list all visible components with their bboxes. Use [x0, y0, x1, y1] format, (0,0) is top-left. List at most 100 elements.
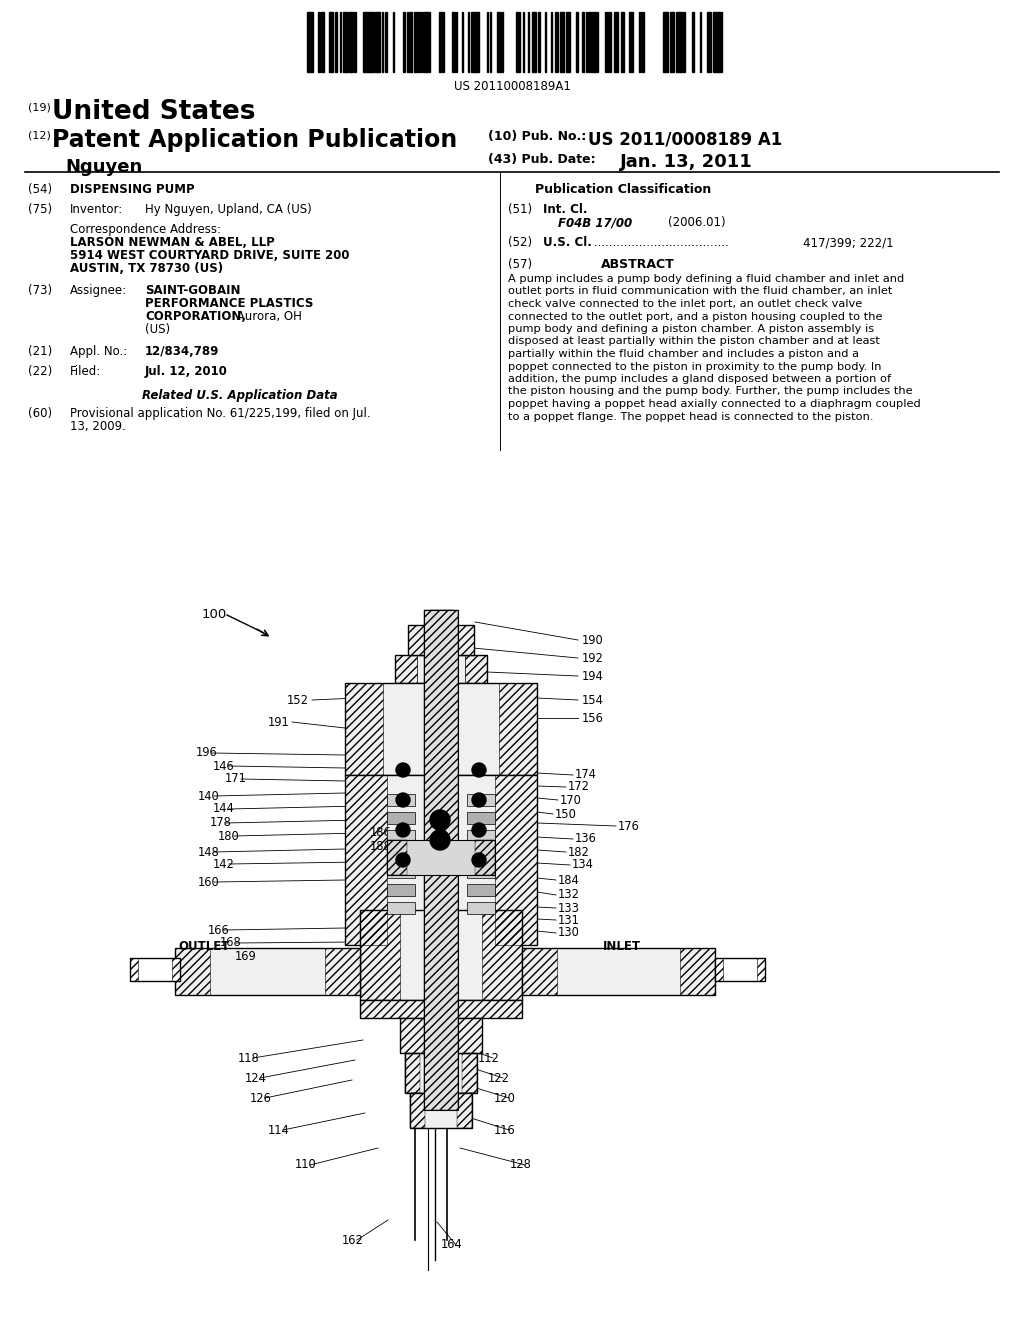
- Text: 116: 116: [494, 1123, 516, 1137]
- Text: poppet connected to the piston in proximity to the pump body. In: poppet connected to the piston in proxim…: [508, 362, 882, 371]
- Text: Related U.S. Application Data: Related U.S. Application Data: [142, 389, 338, 403]
- Text: Int. Cl.: Int. Cl.: [543, 203, 588, 216]
- Text: addition, the pump includes a gland disposed between a portion of: addition, the pump includes a gland disp…: [508, 374, 891, 384]
- Text: 184: 184: [558, 874, 580, 887]
- Circle shape: [430, 830, 450, 850]
- Bar: [360, 1001, 522, 1018]
- Bar: [307, 12, 309, 73]
- Circle shape: [472, 822, 486, 837]
- Text: 146: 146: [213, 759, 234, 772]
- Bar: [676, 12, 680, 73]
- Bar: [452, 12, 455, 73]
- Text: US 20110008189A1: US 20110008189A1: [454, 81, 570, 92]
- Bar: [385, 12, 387, 73]
- Text: (52): (52): [508, 236, 532, 249]
- Text: 110: 110: [295, 1159, 316, 1172]
- Text: F04B 17/00: F04B 17/00: [558, 216, 632, 228]
- Text: 169: 169: [234, 949, 257, 962]
- Bar: [130, 958, 138, 981]
- Text: 136: 136: [575, 833, 597, 846]
- Bar: [387, 840, 407, 875]
- Circle shape: [396, 822, 410, 837]
- Text: 154: 154: [582, 693, 604, 706]
- Text: partially within the fluid chamber and includes a piston and a: partially within the fluid chamber and i…: [508, 348, 859, 359]
- Text: 144: 144: [213, 803, 234, 816]
- Text: 131: 131: [558, 913, 580, 927]
- Bar: [349, 12, 351, 73]
- Bar: [370, 12, 374, 73]
- Text: U.S. Cl.: U.S. Cl.: [543, 236, 592, 249]
- Bar: [516, 12, 520, 73]
- Bar: [575, 12, 578, 73]
- Text: Appl. No.:: Appl. No.:: [70, 345, 127, 358]
- Text: poppet having a poppet head axially connected to a diaphragm coupled: poppet having a poppet head axially conn…: [508, 399, 921, 409]
- Bar: [375, 12, 377, 73]
- Bar: [462, 1053, 477, 1093]
- Text: OUTLET: OUTLET: [178, 940, 229, 953]
- Text: 130: 130: [558, 927, 580, 940]
- Text: Aurora, OH: Aurora, OH: [233, 310, 302, 323]
- Text: (73): (73): [28, 284, 52, 297]
- Bar: [534, 12, 536, 73]
- Bar: [605, 12, 607, 73]
- Text: US 2011/0008189 A1: US 2011/0008189 A1: [588, 129, 782, 148]
- Text: 192: 192: [582, 652, 604, 664]
- Bar: [360, 909, 400, 1001]
- Text: 140: 140: [198, 789, 220, 803]
- Text: to a poppet flange. The poppet head is connected to the piston.: to a poppet flange. The poppet head is c…: [508, 412, 873, 421]
- Bar: [325, 948, 360, 995]
- Text: 172: 172: [568, 780, 590, 793]
- Bar: [719, 12, 722, 73]
- Text: Publication Classification: Publication Classification: [535, 183, 711, 195]
- Text: 128: 128: [510, 1159, 531, 1172]
- Bar: [457, 1093, 472, 1129]
- Polygon shape: [387, 830, 415, 842]
- Text: 152: 152: [287, 693, 309, 706]
- Text: check valve connected to the inlet port, an outlet check valve: check valve connected to the inlet port,…: [508, 300, 862, 309]
- Bar: [175, 948, 360, 995]
- Bar: [130, 958, 180, 981]
- Polygon shape: [387, 902, 415, 913]
- Text: 196: 196: [196, 747, 218, 759]
- Bar: [345, 775, 537, 945]
- Text: the piston housing and the pump body. Further, the pump includes the: the piston housing and the pump body. Fu…: [508, 387, 912, 396]
- Bar: [499, 682, 537, 775]
- Polygon shape: [387, 795, 415, 807]
- Text: A pump includes a pump body defining a fluid chamber and inlet and: A pump includes a pump body defining a f…: [508, 275, 904, 284]
- Text: pump body and defining a piston chamber. A piston assembly is: pump body and defining a piston chamber.…: [508, 323, 874, 334]
- Bar: [465, 655, 487, 682]
- Bar: [419, 12, 421, 73]
- Bar: [377, 12, 380, 73]
- Bar: [482, 909, 522, 1001]
- Circle shape: [396, 763, 410, 777]
- Text: (US): (US): [145, 323, 170, 337]
- Text: 100: 100: [202, 609, 227, 622]
- Polygon shape: [467, 830, 495, 842]
- Polygon shape: [467, 902, 495, 913]
- Bar: [522, 948, 715, 995]
- Bar: [395, 655, 487, 682]
- Text: 12/834,789: 12/834,789: [145, 345, 219, 358]
- Circle shape: [396, 853, 410, 867]
- Circle shape: [472, 853, 486, 867]
- Text: 156: 156: [582, 711, 604, 725]
- Text: (43) Pub. Date:: (43) Pub. Date:: [488, 153, 596, 166]
- Bar: [345, 12, 348, 73]
- Text: 112: 112: [478, 1052, 500, 1064]
- Bar: [522, 948, 557, 995]
- Text: 164: 164: [441, 1238, 463, 1251]
- Text: 194: 194: [582, 669, 604, 682]
- Bar: [475, 840, 495, 875]
- Bar: [343, 12, 345, 73]
- Text: 148: 148: [198, 846, 220, 858]
- Text: DISPENSING PUMP: DISPENSING PUMP: [70, 183, 195, 195]
- Bar: [400, 1018, 482, 1053]
- Bar: [172, 958, 180, 981]
- Polygon shape: [467, 795, 495, 807]
- Polygon shape: [467, 812, 495, 824]
- Bar: [406, 1053, 420, 1093]
- Text: Jan. 13, 2011: Jan. 13, 2011: [620, 153, 753, 172]
- Bar: [424, 610, 458, 1110]
- Text: SAINT-GOBAIN: SAINT-GOBAIN: [145, 284, 241, 297]
- Text: 120: 120: [494, 1092, 516, 1105]
